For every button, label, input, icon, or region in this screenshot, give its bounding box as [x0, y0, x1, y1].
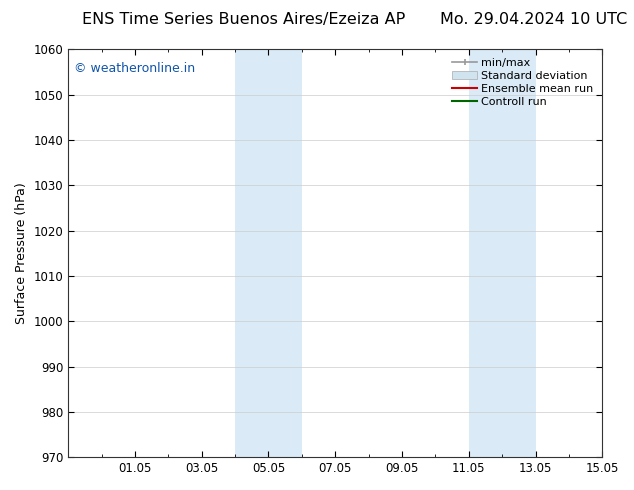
Text: Mo. 29.04.2024 10 UTC: Mo. 29.04.2024 10 UTC [441, 12, 628, 27]
Text: ENS Time Series Buenos Aires/Ezeiza AP: ENS Time Series Buenos Aires/Ezeiza AP [82, 12, 406, 27]
Text: © weatheronline.in: © weatheronline.in [74, 62, 195, 74]
Bar [235, 49, 302, 457]
Legend: min/max, Standard deviation, Ensemble mean run, Controll run: min/max, Standard deviation, Ensemble me… [449, 55, 597, 110]
Y-axis label: Surface Pressure (hPa): Surface Pressure (hPa) [15, 182, 28, 324]
Bar [469, 49, 536, 457]
